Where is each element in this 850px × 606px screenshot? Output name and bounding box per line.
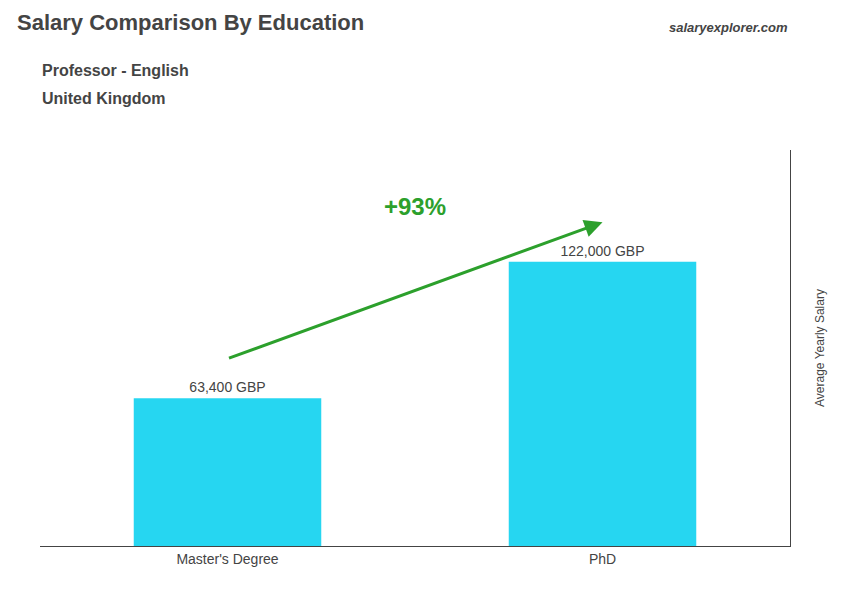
svg-text:Average Yearly Salary: Average Yearly Salary [813, 289, 827, 407]
svg-text:PhD: PhD [589, 551, 616, 567]
svg-text:Salary Comparison By Education: Salary Comparison By Education [17, 10, 364, 35]
svg-text:63,400 GBP: 63,400 GBP [189, 379, 265, 395]
svg-text:Master's Degree: Master's Degree [176, 551, 278, 567]
svg-text:salaryexplorer.com: salaryexplorer.com [669, 20, 788, 35]
svg-text:122,000 GBP: 122,000 GBP [560, 243, 644, 259]
svg-text:+93%: +93% [384, 193, 446, 220]
svg-text:Professor - English: Professor - English [42, 62, 189, 79]
svg-text:United Kingdom: United Kingdom [42, 90, 166, 107]
